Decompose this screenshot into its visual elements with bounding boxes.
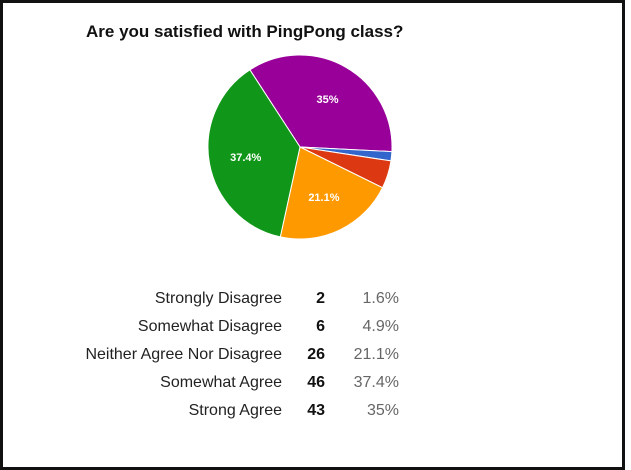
- row-label: Strongly Disagree: [154, 290, 282, 307]
- row-percent: 21.1%: [353, 346, 399, 363]
- row-label: Strong Agree: [188, 402, 282, 419]
- row-percent: 1.6%: [362, 290, 399, 307]
- slice-percent-label: 21.1%: [308, 192, 339, 204]
- row-count: 43: [307, 402, 325, 419]
- table-row: Somewhat Disagree 6 4.9%: [0, 318, 631, 338]
- row-count: 26: [307, 346, 325, 363]
- table-row: Strong Agree 43 35%: [0, 402, 631, 422]
- row-percent: 35%: [366, 402, 399, 419]
- pie-slice-neither-agree-nor-disagree: [279, 146, 384, 240]
- row-count: 2: [316, 290, 325, 307]
- row-count: 46: [307, 374, 325, 391]
- table-row: Somewhat Agree 46 37.4%: [0, 374, 631, 394]
- table-row: Neither Agree Nor Disagree 26 21.1%: [0, 346, 631, 366]
- row-percent: 37.4%: [353, 374, 399, 391]
- slice-percent-label: 35%: [317, 94, 339, 106]
- row-label: Somewhat Disagree: [137, 318, 282, 335]
- row-count: 6: [316, 318, 325, 335]
- table-row: Strongly Disagree 2 1.6%: [0, 290, 631, 310]
- row-percent: 4.9%: [362, 318, 399, 335]
- row-label: Neither Agree Nor Disagree: [85, 346, 282, 363]
- pie-slice-strong-agree: [249, 54, 393, 153]
- pie-slice-somewhat-agree: [207, 69, 301, 238]
- slice-percent-label: 37.4%: [230, 152, 261, 164]
- row-label: Somewhat Agree: [160, 374, 282, 391]
- chart-title: Are you satisfied with PingPong class?: [86, 22, 404, 41]
